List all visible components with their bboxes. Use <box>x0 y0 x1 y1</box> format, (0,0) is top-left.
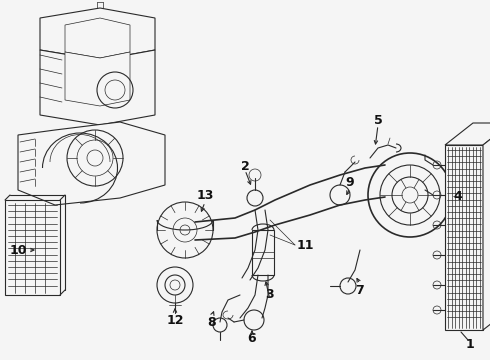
Text: 7: 7 <box>356 284 365 297</box>
Polygon shape <box>18 122 165 205</box>
Text: 9: 9 <box>345 176 354 189</box>
Bar <box>252 230 274 275</box>
Polygon shape <box>40 50 155 125</box>
Text: 1: 1 <box>466 338 474 351</box>
Bar <box>445 145 483 330</box>
Text: 6: 6 <box>247 332 256 345</box>
Text: 4: 4 <box>454 189 463 202</box>
Polygon shape <box>65 52 130 106</box>
Polygon shape <box>40 8 155 60</box>
Text: 8: 8 <box>208 315 216 328</box>
Bar <box>5 200 60 295</box>
Text: 11: 11 <box>296 239 314 252</box>
Text: 12: 12 <box>166 314 184 327</box>
Text: 5: 5 <box>373 113 382 126</box>
Polygon shape <box>483 123 490 330</box>
Text: 3: 3 <box>266 288 274 302</box>
Text: 10: 10 <box>9 243 27 257</box>
Text: 13: 13 <box>196 189 214 202</box>
Polygon shape <box>445 123 490 145</box>
Text: 2: 2 <box>241 159 249 172</box>
Polygon shape <box>65 18 130 58</box>
